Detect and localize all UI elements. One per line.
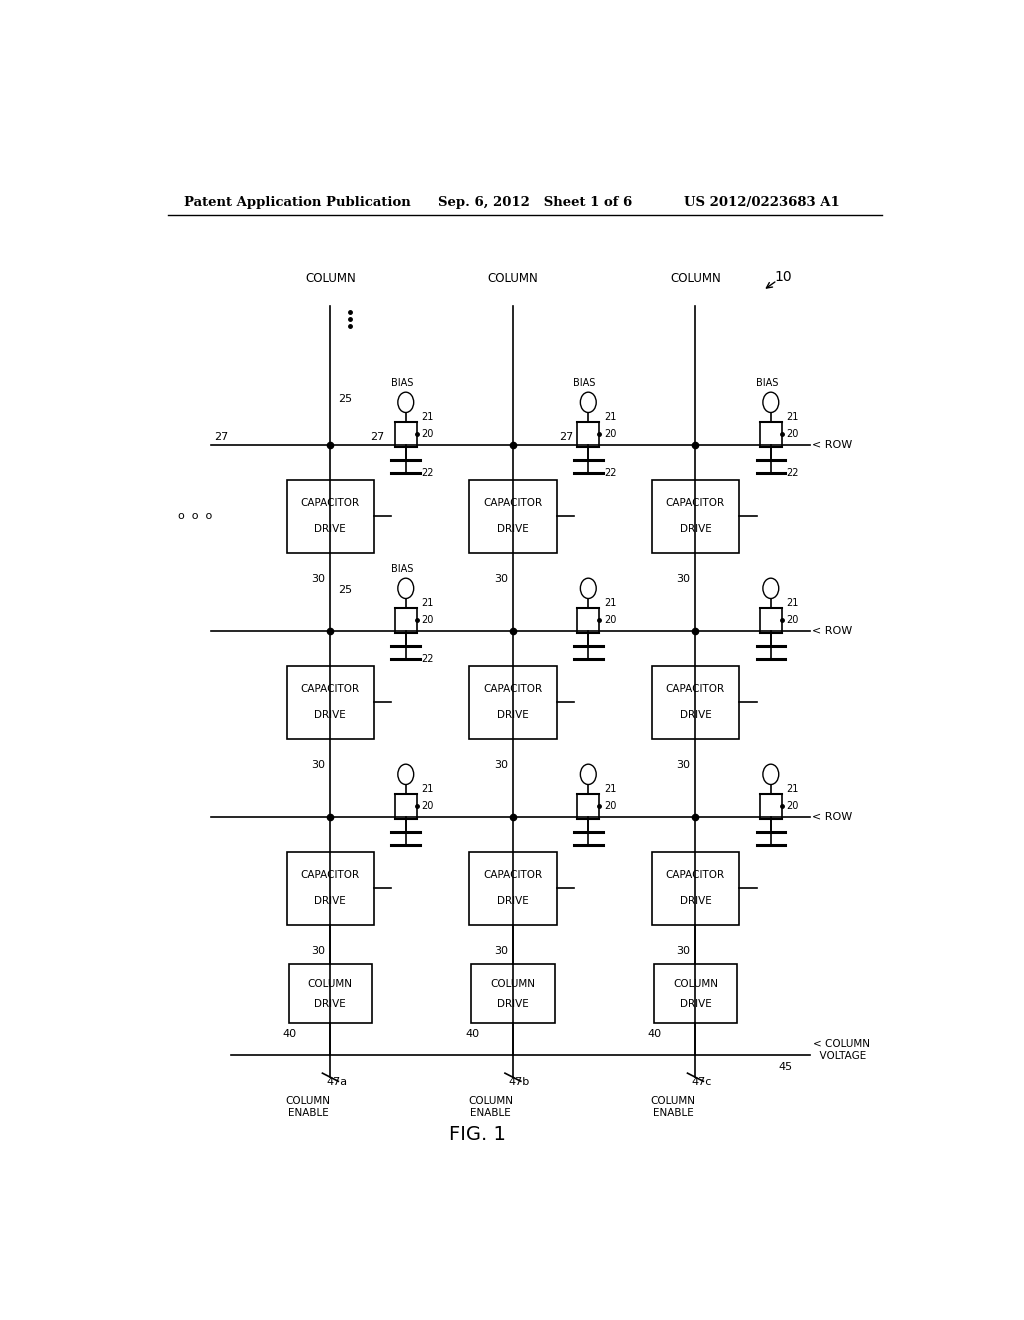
Text: < COLUMN
  VOLTAGE: < COLUMN VOLTAGE xyxy=(813,1039,869,1061)
Text: CAPACITOR: CAPACITOR xyxy=(483,498,543,508)
Text: 20: 20 xyxy=(604,801,616,810)
Text: 21: 21 xyxy=(604,598,616,607)
Text: DRIVE: DRIVE xyxy=(497,999,528,1008)
Text: 21: 21 xyxy=(604,784,616,793)
Text: Patent Application Publication: Patent Application Publication xyxy=(183,195,411,209)
Text: 25: 25 xyxy=(338,585,352,595)
Text: US 2012/0223683 A1: US 2012/0223683 A1 xyxy=(684,195,840,209)
Text: DRIVE: DRIVE xyxy=(680,896,712,907)
Text: CAPACITOR: CAPACITOR xyxy=(301,498,359,508)
Bar xyxy=(469,665,557,739)
Text: 40: 40 xyxy=(465,1028,479,1039)
Text: COLUMN: COLUMN xyxy=(673,978,718,989)
Bar xyxy=(651,665,739,739)
Text: DRIVE: DRIVE xyxy=(314,710,346,721)
Text: CAPACITOR: CAPACITOR xyxy=(301,684,359,694)
Bar xyxy=(289,965,372,1023)
Text: 30: 30 xyxy=(494,574,508,585)
Text: FIG. 1: FIG. 1 xyxy=(449,1125,506,1143)
Text: 22: 22 xyxy=(786,469,799,478)
Text: COLUMN
ENABLE: COLUMN ENABLE xyxy=(468,1096,513,1118)
Text: 10: 10 xyxy=(775,271,793,284)
Text: 20: 20 xyxy=(422,801,434,810)
Bar xyxy=(651,851,739,925)
Text: 30: 30 xyxy=(311,760,326,771)
Text: < ROW: < ROW xyxy=(812,812,852,822)
Bar xyxy=(471,965,555,1023)
Text: COLUMN
ENABLE: COLUMN ENABLE xyxy=(650,1096,695,1118)
Text: CAPACITOR: CAPACITOR xyxy=(301,870,359,880)
Text: DRIVE: DRIVE xyxy=(680,710,712,721)
Text: 25: 25 xyxy=(338,395,352,404)
Text: 30: 30 xyxy=(677,760,690,771)
Bar xyxy=(653,965,737,1023)
Text: DRIVE: DRIVE xyxy=(497,710,528,721)
Text: 30: 30 xyxy=(677,574,690,585)
Text: BIAS: BIAS xyxy=(390,378,413,388)
Text: 30: 30 xyxy=(311,946,326,956)
Text: 21: 21 xyxy=(422,784,434,793)
Text: DRIVE: DRIVE xyxy=(314,524,346,535)
Bar xyxy=(469,851,557,925)
Text: o  o  o: o o o xyxy=(178,511,213,521)
Bar xyxy=(651,479,739,553)
Text: DRIVE: DRIVE xyxy=(314,896,346,907)
Text: 22: 22 xyxy=(422,469,434,478)
Text: CAPACITOR: CAPACITOR xyxy=(666,870,725,880)
Text: 47a: 47a xyxy=(327,1077,347,1088)
Text: 21: 21 xyxy=(786,412,799,421)
Text: 21: 21 xyxy=(422,412,434,421)
Text: 27: 27 xyxy=(214,432,228,442)
Text: DRIVE: DRIVE xyxy=(680,524,712,535)
Text: CAPACITOR: CAPACITOR xyxy=(483,870,543,880)
Text: 47c: 47c xyxy=(691,1077,712,1088)
Text: 22: 22 xyxy=(604,469,616,478)
Text: 30: 30 xyxy=(494,946,508,956)
Text: 40: 40 xyxy=(283,1028,297,1039)
Text: 22: 22 xyxy=(422,655,434,664)
Bar xyxy=(287,665,374,739)
Text: 30: 30 xyxy=(677,946,690,956)
Text: 20: 20 xyxy=(604,429,616,438)
Text: CAPACITOR: CAPACITOR xyxy=(666,684,725,694)
Text: COLUMN: COLUMN xyxy=(490,978,536,989)
Text: CAPACITOR: CAPACITOR xyxy=(666,498,725,508)
Text: 21: 21 xyxy=(422,598,434,607)
Text: 21: 21 xyxy=(786,598,799,607)
Text: CAPACITOR: CAPACITOR xyxy=(483,684,543,694)
Text: 20: 20 xyxy=(604,615,616,624)
Text: DRIVE: DRIVE xyxy=(497,896,528,907)
Bar xyxy=(469,479,557,553)
Bar xyxy=(287,851,374,925)
Text: BIAS: BIAS xyxy=(756,378,778,388)
Text: BIAS: BIAS xyxy=(390,564,413,574)
Text: COLUMN: COLUMN xyxy=(487,272,539,285)
Bar xyxy=(287,479,374,553)
Text: 21: 21 xyxy=(604,412,616,421)
Text: 27: 27 xyxy=(559,432,573,442)
Text: 30: 30 xyxy=(311,574,326,585)
Text: COLUMN: COLUMN xyxy=(308,978,353,989)
Text: 20: 20 xyxy=(786,429,799,438)
Text: 40: 40 xyxy=(648,1028,662,1039)
Text: 20: 20 xyxy=(786,615,799,624)
Text: 21: 21 xyxy=(786,784,799,793)
Text: < ROW: < ROW xyxy=(812,626,852,636)
Text: 27: 27 xyxy=(370,432,384,442)
Text: COLUMN: COLUMN xyxy=(670,272,721,285)
Text: 20: 20 xyxy=(422,615,434,624)
Text: 30: 30 xyxy=(494,760,508,771)
Text: Sep. 6, 2012   Sheet 1 of 6: Sep. 6, 2012 Sheet 1 of 6 xyxy=(437,195,632,209)
Text: DRIVE: DRIVE xyxy=(497,524,528,535)
Text: 45: 45 xyxy=(778,1063,793,1072)
Text: < ROW: < ROW xyxy=(812,440,852,450)
Text: DRIVE: DRIVE xyxy=(314,999,346,1008)
Text: COLUMN
ENABLE: COLUMN ENABLE xyxy=(286,1096,331,1118)
Text: 47b: 47b xyxy=(509,1077,530,1088)
Text: 20: 20 xyxy=(422,429,434,438)
Text: DRIVE: DRIVE xyxy=(680,999,712,1008)
Text: BIAS: BIAS xyxy=(573,378,596,388)
Text: COLUMN: COLUMN xyxy=(305,272,355,285)
Text: 20: 20 xyxy=(786,801,799,810)
